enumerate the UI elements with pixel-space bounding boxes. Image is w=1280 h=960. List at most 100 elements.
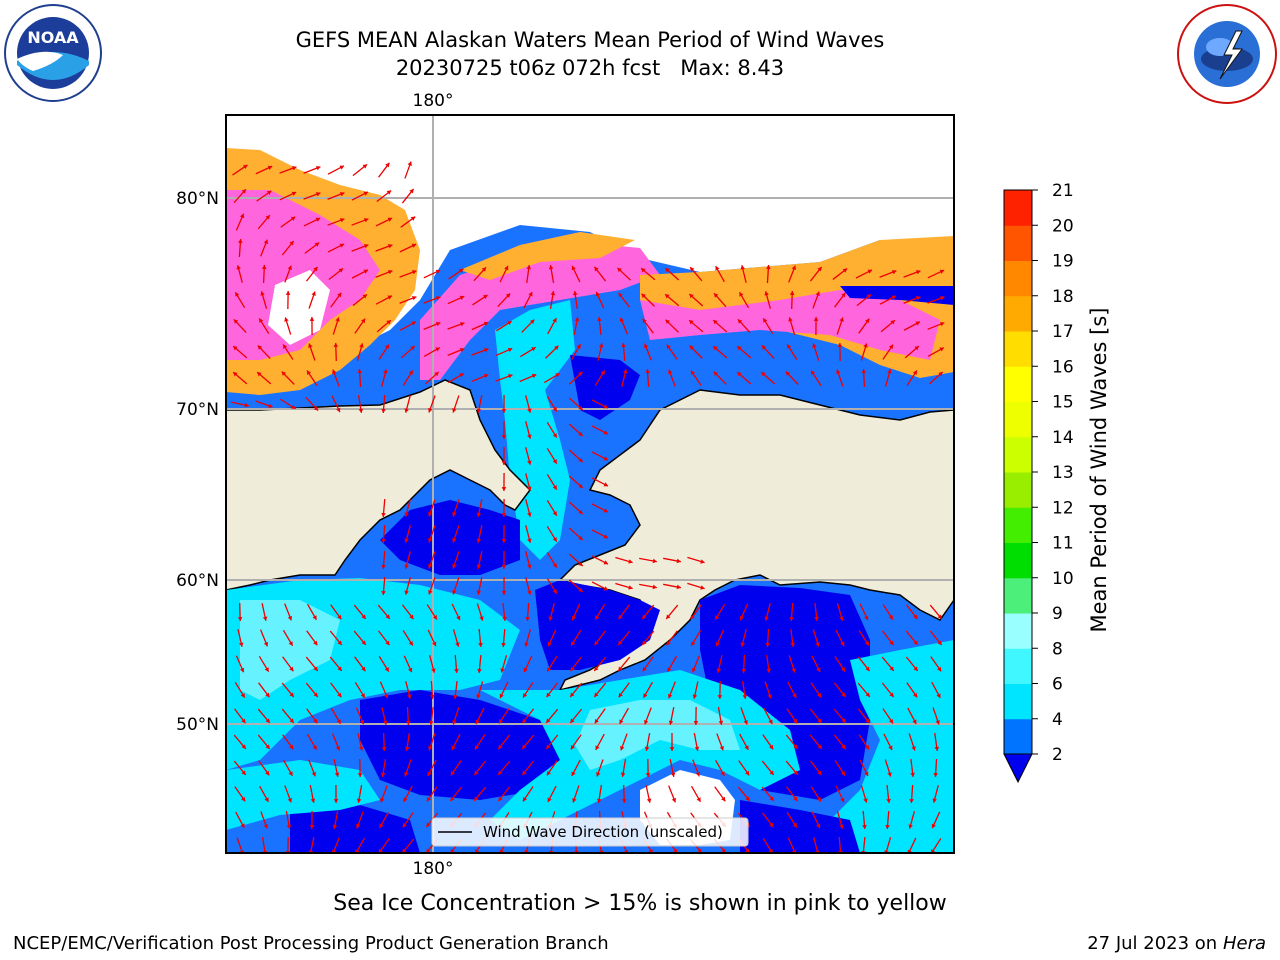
wind-wave-arrow: [809, 708, 823, 724]
wind-wave-arrow: [594, 630, 606, 646]
wind-wave-arrow: [813, 316, 819, 336]
wind-wave-arrow: [258, 760, 270, 776]
wind-wave-arrow: [879, 295, 897, 305]
wind-wave-arrow: [521, 319, 535, 333]
wind-wave-arrow: [591, 503, 609, 513]
wind-wave-arrow: [810, 370, 822, 386]
wind-wave-arrow: [570, 630, 582, 646]
wind-wave-arrow: [284, 265, 292, 283]
wind-wave-arrow: [591, 425, 609, 435]
wind-wave-arrow: [568, 371, 584, 385]
wind-wave-arrow: [572, 785, 580, 803]
colorbar-label: Mean Period of Wind Waves [s]: [1087, 308, 1111, 633]
lon-label-top: 180°: [413, 91, 454, 111]
wind-wave-arrow: [834, 656, 846, 672]
wind-wave-arrow: [621, 369, 628, 387]
wind-wave-arrow: [785, 786, 799, 802]
wind-wave-arrow: [689, 266, 703, 282]
wind-wave-arrow: [908, 811, 916, 829]
wind-wave-arrow: [501, 550, 507, 570]
wind-wave-arrow: [669, 732, 675, 752]
lat-label-50: 50°N: [176, 715, 219, 735]
wind-wave-arrow: [546, 395, 558, 413]
wind-wave-arrow: [497, 786, 511, 802]
wind-wave-arrow: [570, 343, 582, 361]
wind-wave-arrow: [666, 630, 678, 646]
wind-wave-arrow: [547, 785, 557, 803]
wind-wave-arrow: [404, 395, 411, 413]
wind-wave-arrow: [836, 811, 844, 829]
wind-wave-arrow: [471, 321, 489, 331]
wind-wave-arrow: [355, 707, 365, 725]
wind-wave-arrow: [620, 733, 628, 751]
wind-wave-arrow: [859, 759, 869, 777]
wind-wave-arrow: [788, 317, 796, 335]
wind-wave-arrow: [260, 811, 268, 829]
wind-wave-arrow: [404, 525, 411, 543]
wind-wave-arrow: [309, 316, 315, 336]
wind-wave-arrow: [261, 264, 267, 284]
wind-wave-arrow: [232, 371, 248, 385]
wind-wave-arrow: [376, 190, 392, 202]
wind-wave-arrow: [790, 628, 795, 648]
wind-wave-arrow: [257, 734, 271, 750]
wind-wave-arrow: [471, 348, 489, 356]
wind-wave-arrow: [381, 550, 386, 570]
wind-wave-arrow: [501, 498, 507, 518]
wind-wave-arrow: [595, 733, 605, 751]
colorbar-tick-label: 21: [1052, 181, 1074, 201]
wind-wave-arrow: [232, 164, 248, 176]
land-siberia: [226, 379, 531, 591]
colorbar-bin: [1004, 718, 1032, 755]
wind-wave-arrow: [692, 759, 701, 777]
wind-wave-arrow: [403, 655, 413, 673]
wind-wave-arrow: [381, 707, 388, 725]
wind-wave-arrow: [452, 395, 460, 413]
wind-wave-arrow: [501, 394, 507, 414]
wind-wave-arrow: [739, 603, 749, 621]
wind-wave-arrow: [910, 758, 915, 778]
wind-wave-arrow: [810, 682, 822, 698]
wind-wave-arrow: [615, 582, 633, 590]
wind-wave-arrow: [692, 681, 699, 699]
wind-wave-arrow: [906, 370, 918, 386]
wind-wave-arrow: [327, 218, 345, 226]
wind-wave-arrow: [378, 162, 390, 178]
wind-wave-arrow: [476, 525, 483, 543]
wind-wave-arrow: [880, 319, 896, 333]
wind-wave-arrow: [693, 706, 699, 726]
wind-wave-arrow: [449, 786, 463, 802]
wind-wave-arrow: [330, 682, 342, 698]
wind-wave-arrow: [591, 399, 609, 409]
wind-wave-arrow: [904, 345, 920, 359]
wind-wave-arrow: [570, 656, 582, 672]
wind-wave-arrow: [399, 270, 417, 278]
colorbar-tick-label: 4: [1052, 710, 1063, 730]
wind-wave-arrow: [501, 576, 507, 596]
wind-wave-arrow: [568, 527, 584, 541]
wind-wave-arrow: [501, 446, 507, 466]
wind-wave-arrow: [667, 681, 676, 699]
wind-wave-arrow: [258, 682, 270, 698]
wind-wave-arrow: [428, 525, 436, 543]
legend-label: Wind Wave Direction (unscaled): [483, 823, 723, 841]
wind-wave-arrow: [522, 786, 534, 802]
wind-wave-arrow: [643, 343, 652, 361]
wind-wave-arrow: [664, 293, 680, 307]
wind-wave-arrow: [762, 734, 774, 750]
colorbar-bin: [1004, 366, 1032, 402]
colorbar-bin: [1004, 401, 1032, 438]
wind-wave-arrow: [448, 268, 464, 280]
wind-wave-arrow: [597, 316, 602, 336]
noaa-logo: NOAA: [4, 4, 102, 102]
wind-wave-arrow: [284, 317, 292, 335]
wind-wave-arrow: [521, 708, 535, 724]
wind-wave-arrow: [641, 604, 655, 620]
wind-wave-arrow: [882, 344, 894, 360]
wind-wave-arrow: [525, 577, 532, 595]
wind-wave-arrow: [381, 369, 388, 387]
wind-wave-arrow: [496, 320, 512, 332]
wind-wave-arrow: [548, 603, 555, 621]
wind-wave-arrow: [381, 394, 386, 414]
wind-wave-arrow: [381, 524, 386, 544]
